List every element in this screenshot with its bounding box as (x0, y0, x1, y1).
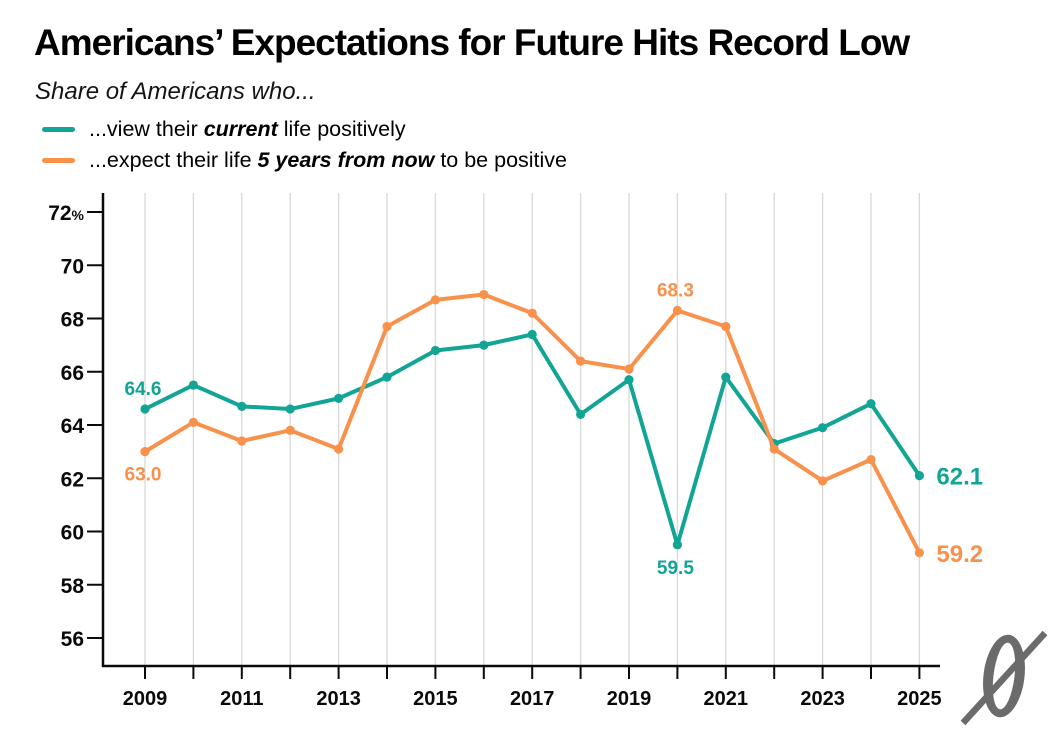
data-point-current-2016 (479, 340, 489, 350)
legend-text-segment: to be positive (434, 148, 568, 172)
teal-line-icon (42, 127, 75, 132)
legend-label-current: ...view their current life positively (89, 117, 406, 142)
data-point-current-2015 (430, 345, 440, 356)
data-point-future-2019 (624, 364, 634, 374)
legend-text-segment: ...expect their life (89, 148, 258, 172)
annotation-value-current-2009: 64.6 (125, 379, 162, 400)
data-point-current-2024 (866, 399, 876, 409)
data-point-future-2015 (430, 295, 440, 305)
y-tick-label: 72% (48, 202, 84, 225)
data-point-current-2014 (382, 372, 392, 382)
annotation-value-future-2009: 63.0 (125, 465, 162, 486)
data-point-current-2025 (914, 470, 925, 481)
y-tick-label: 58 (61, 575, 85, 598)
data-point-future-2017 (527, 308, 537, 318)
legend-text-segment: life positively (277, 117, 406, 141)
x-tick-label: 2017 (510, 688, 555, 710)
data-point-current-2017 (527, 329, 537, 340)
legend-item-current-life: ...view their current life positively (42, 114, 567, 145)
y-tick-label: 66 (61, 362, 84, 385)
data-point-future-2011 (237, 436, 247, 446)
data-point-current-2009 (140, 404, 150, 414)
data-point-current-2018 (576, 409, 586, 419)
data-point-future-2018 (576, 356, 586, 366)
x-tick-label: 2009 (123, 688, 168, 710)
legend-text-segment: ...view their (89, 117, 204, 141)
data-point-current-2012 (285, 404, 295, 414)
legend-text-emphasis: 5 years from now (257, 148, 435, 172)
zero-slash (960, 630, 1048, 726)
data-point-current-2019 (624, 375, 634, 385)
legend-item-future-life: ...expect their life 5 years from now to… (42, 145, 567, 176)
slashed-zero-logo (960, 630, 1048, 726)
x-tick-label: 2019 (607, 688, 652, 710)
data-point-current-2020 (672, 540, 683, 550)
x-tick-label: 2013 (316, 688, 361, 710)
data-point-future-2009 (140, 447, 150, 457)
orange-line-icon (42, 158, 75, 163)
y-tick-label: 56 (61, 628, 84, 651)
data-point-current-2010 (188, 380, 198, 390)
data-point-current-2013 (334, 393, 344, 403)
data-point-current-2011 (237, 401, 247, 411)
data-point-future-2024 (866, 455, 876, 465)
x-tick-label: 2015 (413, 688, 458, 710)
x-tick-label: 2023 (800, 688, 845, 710)
data-point-future-2016 (479, 289, 489, 300)
annotation-value-current-2025: 62.1 (936, 464, 983, 491)
legend-text-emphasis: current (203, 117, 278, 141)
x-tick-label: 2011 (220, 688, 263, 710)
legend-label-future: ...expect their life 5 years from now to… (89, 148, 567, 173)
chart-legend: ...view their current life positively ..… (42, 114, 567, 176)
y-tick-label: 70 (61, 255, 84, 278)
annotation-value-current-2020: 59.5 (657, 558, 694, 579)
data-point-current-2021 (721, 372, 731, 382)
data-point-future-2020 (672, 305, 683, 316)
data-point-future-2023 (818, 476, 828, 486)
annotation-value-future-2020: 68.3 (657, 281, 694, 302)
data-point-future-2012 (285, 425, 295, 435)
data-point-future-2025 (914, 548, 925, 558)
chart-subtitle: Share of Americans who... (35, 78, 316, 105)
data-point-future-2021 (721, 321, 731, 332)
page-title: Americans’ Expectations for Future Hits … (34, 22, 910, 63)
y-tick-label: 60 (61, 522, 84, 545)
data-point-future-2014 (382, 321, 392, 332)
data-point-future-2013 (334, 444, 344, 454)
y-tick-label: 62 (61, 468, 84, 491)
x-tick-label: 2025 (897, 688, 942, 710)
y-tick-label: 64 (61, 415, 85, 438)
data-point-current-2023 (818, 423, 828, 433)
data-point-future-2010 (188, 417, 198, 427)
annotation-value-future-2025: 59.2 (936, 541, 983, 568)
data-point-future-2022 (769, 444, 779, 454)
y-tick-label: 68 (61, 309, 85, 332)
x-tick-label: 2021 (704, 688, 749, 710)
